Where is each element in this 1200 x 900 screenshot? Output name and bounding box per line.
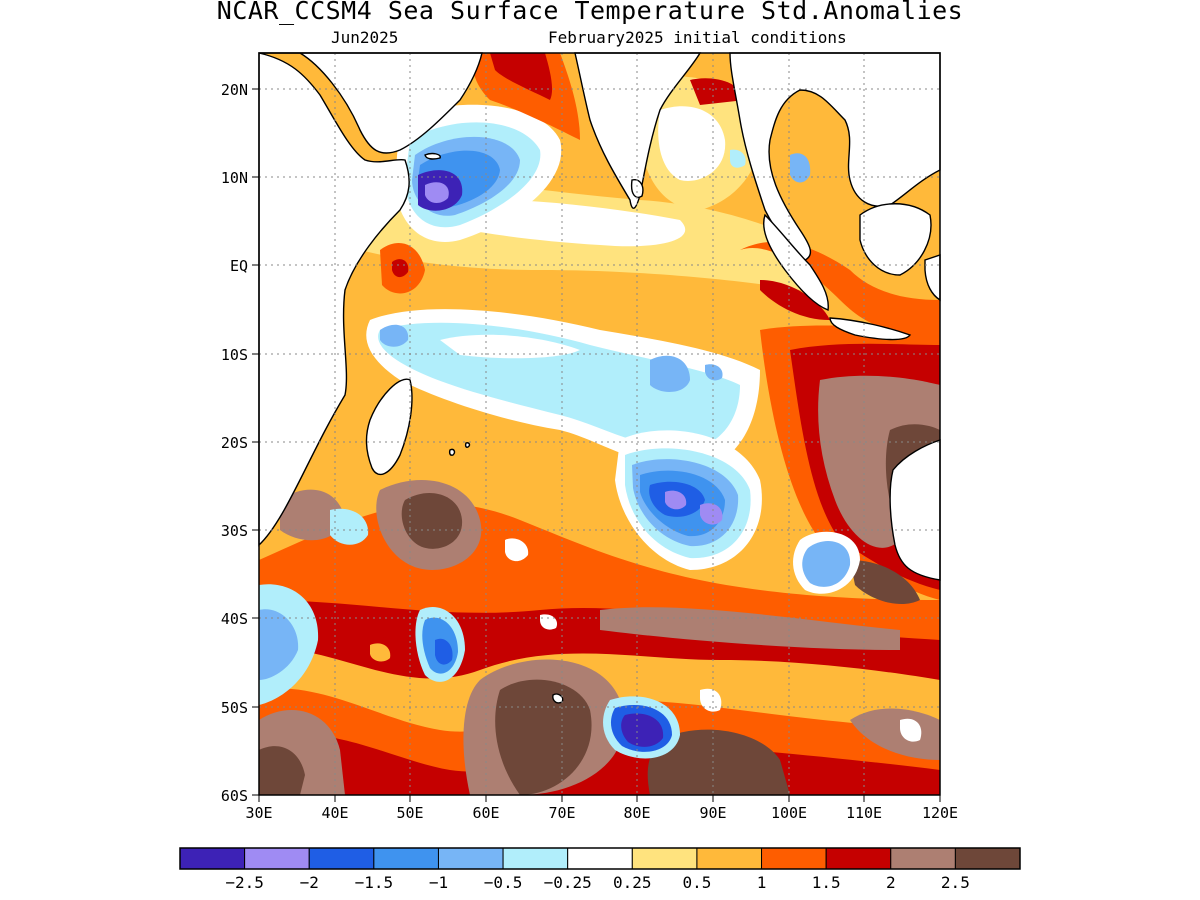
colorbar-label: 2: [886, 873, 896, 892]
lat-label: 20N: [221, 81, 248, 99]
lat-label: 10N: [221, 169, 248, 187]
colorbar-label: 0.5: [682, 873, 711, 892]
initial-conditions: February2025 initial conditions: [548, 28, 847, 47]
colorbar-swatch: [308, 847, 375, 870]
colorbar: −2.5 −2 −1.5 −1 −0.5 −0.25 0.25 0.5 1 1.5 2 2.5: [179, 847, 1021, 892]
lon-axis: 30E 40E 50E 60E 70E 80E 90E 100E 110E 12…: [245, 795, 958, 822]
gridlines: [259, 53, 940, 795]
lon-label: 40E: [321, 804, 348, 822]
map-frame: [258, 52, 941, 796]
lon-label: 110E: [846, 804, 882, 822]
colorbar-label: −1.5: [355, 873, 394, 892]
lon-label: 100E: [771, 804, 807, 822]
colorbar-label: −2: [300, 873, 319, 892]
lon-label: 70E: [548, 804, 575, 822]
colorbar-swatch: [954, 847, 1021, 870]
forecast-month: Jun2025: [331, 28, 399, 47]
lon-label: 30E: [245, 804, 272, 822]
map-title: NCAR_CCSM4 Sea Surface Temperature Std.A…: [216, 0, 964, 25]
colorbar-swatch: [437, 847, 504, 870]
lon-label: 60E: [472, 804, 499, 822]
lat-label: 10S: [221, 346, 248, 364]
colorbar-swatch: [825, 847, 892, 870]
lat-label: EQ: [230, 257, 248, 275]
colorbar-swatch: [244, 847, 310, 870]
lon-label: 120E: [922, 804, 958, 822]
lat-label: 50S: [221, 699, 248, 717]
colorbar-swatch: [696, 847, 763, 870]
lat-label: 30S: [221, 522, 248, 540]
lat-label: 60S: [221, 787, 248, 805]
colorbar-label: −0.25: [544, 873, 592, 892]
colorbar-label: −1: [429, 873, 448, 892]
lon-label: 90E: [699, 804, 726, 822]
anomaly-field: [259, 53, 940, 795]
colorbar-frame: [179, 847, 1021, 870]
colorbar-swatch: [502, 847, 569, 870]
colorbar-label: 1: [757, 873, 767, 892]
colorbar-label: −2.5: [225, 873, 264, 892]
lat-axis: 20N 10N EQ 10S 20S 30S 40S 50S 60S: [221, 81, 259, 805]
colorbar-swatch: [890, 847, 956, 870]
colorbar-label: 2.5: [941, 873, 970, 892]
colorbar-swatch: [373, 847, 439, 870]
lon-label: 50E: [396, 804, 423, 822]
colorbar-label: −0.5: [484, 873, 523, 892]
colorbar-label: 1.5: [812, 873, 841, 892]
colorbar-label: 0.25: [613, 873, 652, 892]
lat-label: 20S: [221, 434, 248, 452]
lat-label: 40S: [221, 610, 248, 628]
colorbar-swatch: [761, 847, 827, 870]
colorbar-swatch: [631, 847, 698, 870]
colorbar-swatch: [179, 847, 246, 870]
lon-label: 80E: [623, 804, 650, 822]
coastlines: [258, 52, 941, 704]
colorbar-swatch: [567, 847, 633, 870]
